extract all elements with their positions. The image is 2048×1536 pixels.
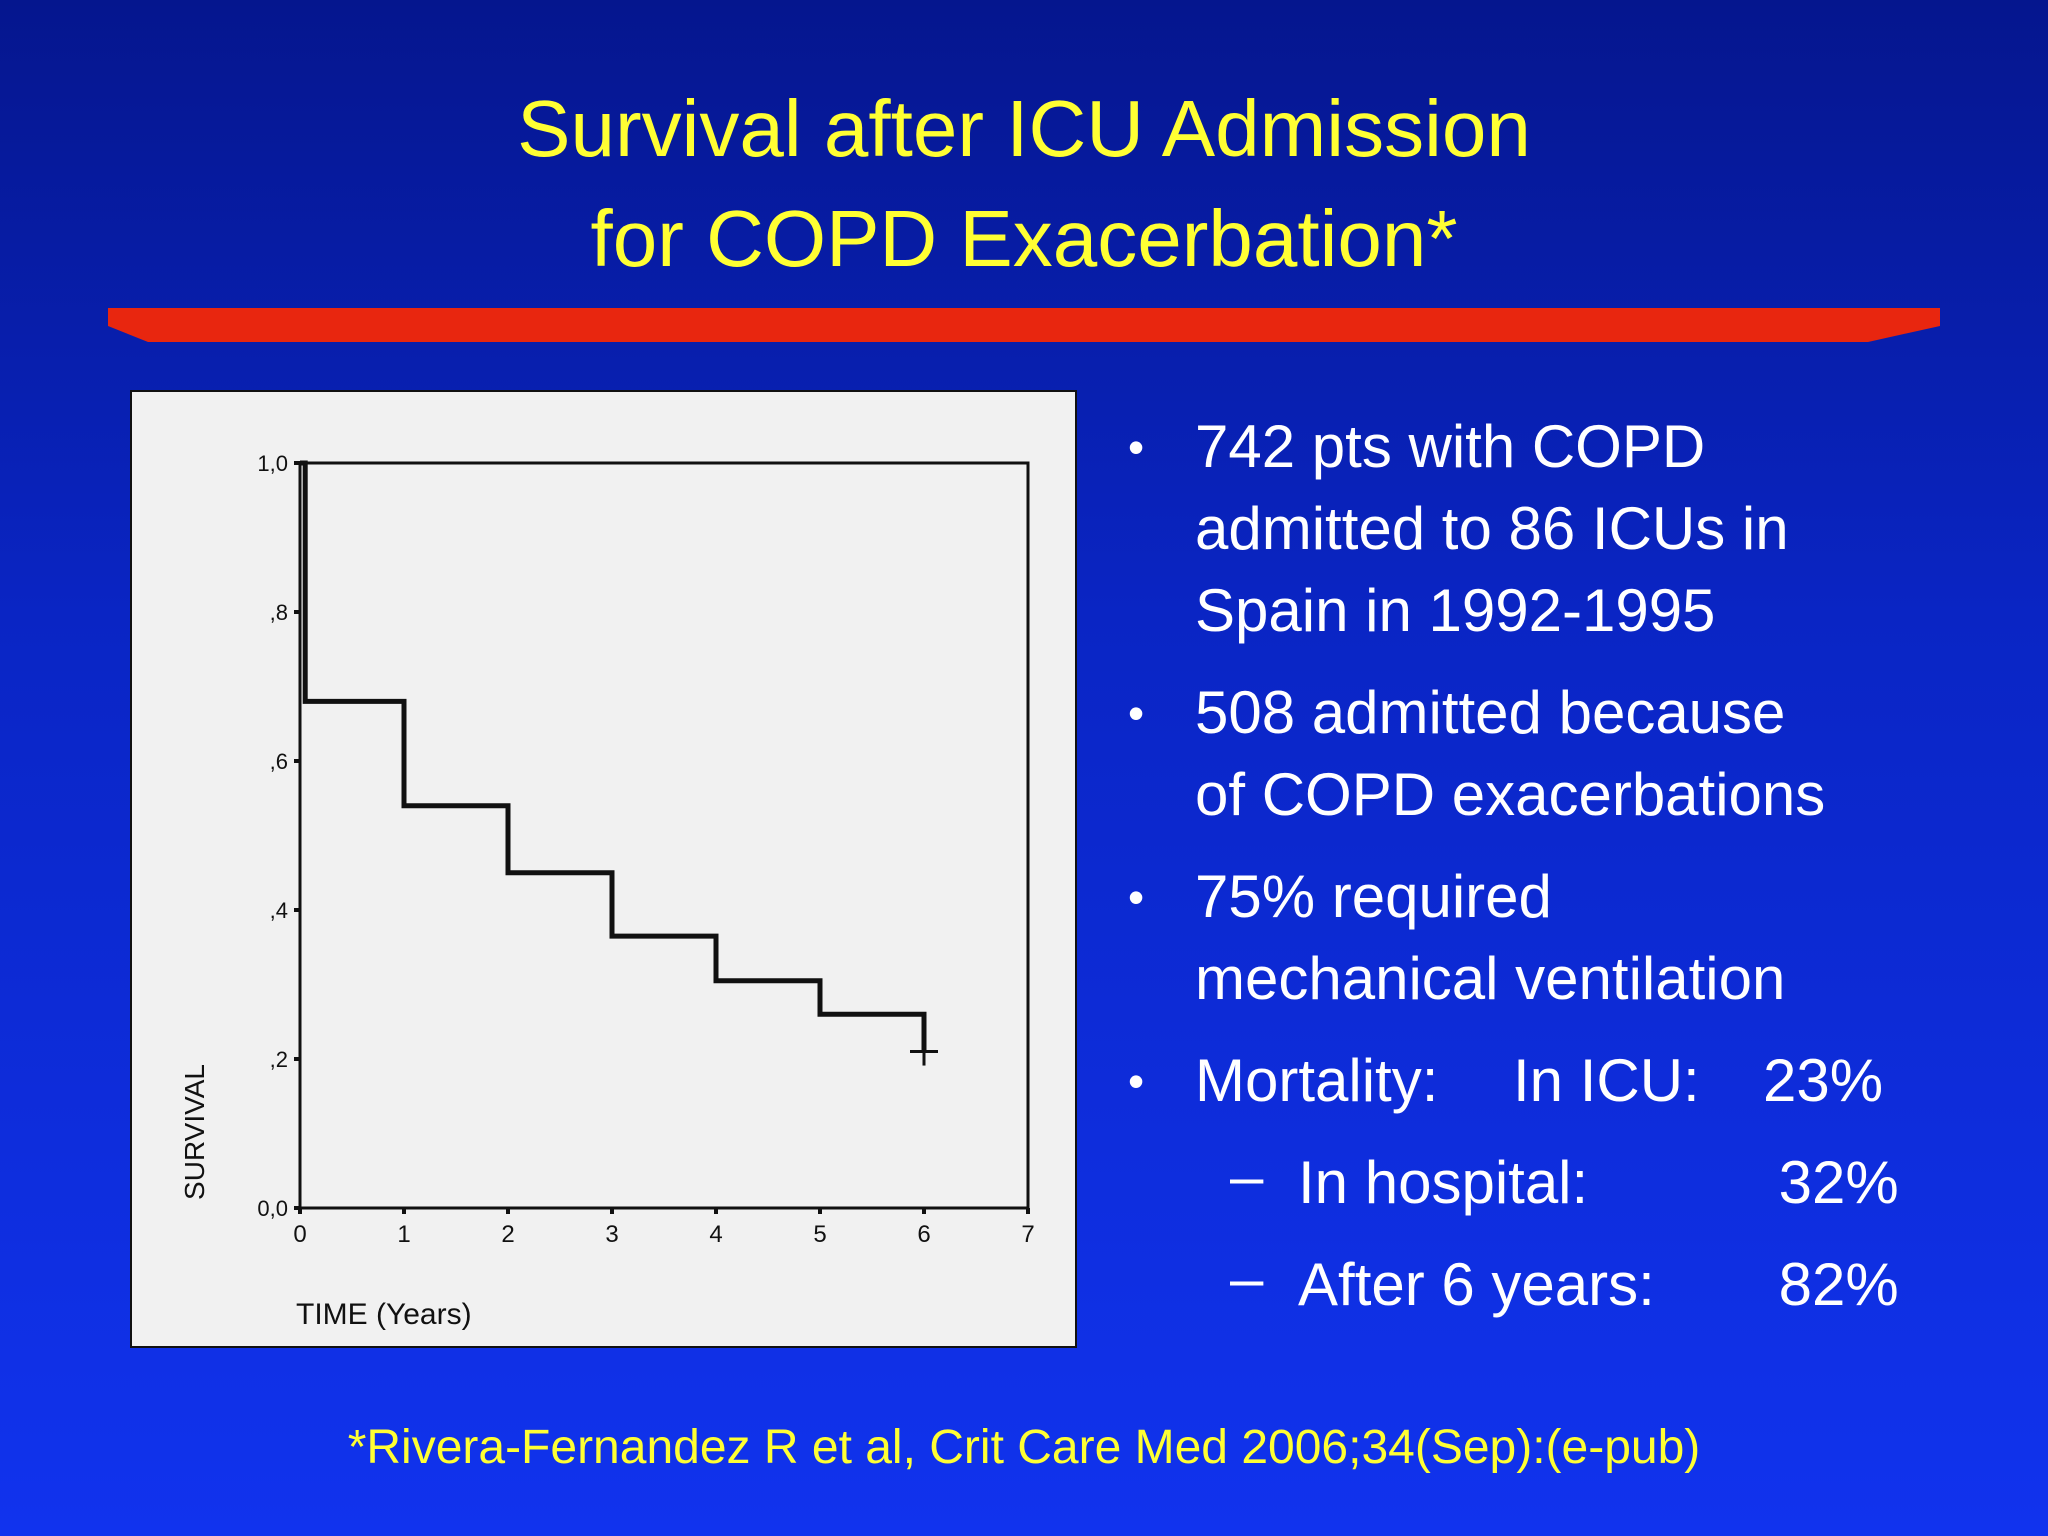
x-tick-label: 7: [1021, 1221, 1034, 1248]
x-tick-label: 5: [813, 1221, 826, 1248]
x-tick-label: 4: [709, 1221, 722, 1248]
title-line-2: for COPD Exacerbation*: [590, 194, 1458, 283]
y-tick-label: ,8: [270, 600, 288, 625]
bullet-line: admitted to 86 ICUs in: [1195, 495, 1789, 562]
x-tick-label: 6: [917, 1221, 930, 1248]
bullet-item-mortality: • Mortality: In ICU: 23% – In hospital: …: [1120, 1040, 2020, 1326]
mortality-icu-label: In ICU:: [1513, 1047, 1700, 1114]
bullet-dot: •: [1128, 1055, 1145, 1107]
slide-title: Survival after ICU Admission for COPD Ex…: [0, 74, 2048, 294]
mortality-hospital-row: – In hospital: 32%: [1120, 1142, 2020, 1224]
x-tick-label: 1: [397, 1221, 410, 1248]
y-tick-label: ,6: [270, 749, 288, 774]
bullet-item: • 742 pts with COPD admitted to 86 ICUs …: [1120, 406, 2020, 652]
mortality-icu-row: Mortality: In ICU: 23%: [1195, 1040, 2020, 1122]
x-tick-label: 3: [605, 1221, 618, 1248]
y-tick-label: ,4: [270, 898, 288, 923]
survival-step-line: [300, 460, 927, 1052]
x-axis-label: TIME (Years): [296, 1298, 472, 1331]
survival-chart-svg: 0 1 2 3 4 5 6 7 0,0 ,2 ,4 ,6 ,8 1,0 SURVIVAL TIME (Year…: [179, 451, 1035, 1331]
bullet-item: • 508 admitted because of COPD exacerbat…: [1120, 672, 2020, 836]
mortality-label: Mortality:: [1195, 1047, 1439, 1114]
title-line-1: Survival after ICU Admission: [517, 84, 1531, 173]
y-tick-label: 1,0: [257, 451, 288, 476]
y-tick-label: 0,0: [257, 1196, 288, 1221]
bullet-line: 75% required: [1195, 863, 1552, 930]
bullet-line: 508 admitted because: [1195, 679, 1786, 746]
plot-frame: [298, 461, 1030, 1210]
dash-marker: –: [1230, 1143, 1264, 1210]
bullet-list: • 742 pts with COPD admitted to 86 ICUs …: [1120, 406, 2020, 1346]
mortality-six-year-label: After 6 years:: [1298, 1251, 1655, 1318]
title-divider: [108, 308, 1940, 342]
dash-marker: –: [1230, 1245, 1264, 1312]
mortality-hospital-value: 32%: [1778, 1149, 1899, 1216]
x-tick-label: 2: [501, 1221, 514, 1248]
bullet-line: mechanical ventilation: [1195, 945, 1786, 1012]
bullet-dot: •: [1128, 421, 1145, 473]
mortality-six-year-row: – After 6 years: 82%: [1120, 1244, 2020, 1326]
bullet-dot: •: [1128, 871, 1145, 923]
bullet-dot: •: [1128, 687, 1145, 739]
x-tick-label: 0: [293, 1221, 306, 1248]
y-tick-label: ,2: [270, 1047, 288, 1072]
bullet-line: 742 pts with COPD: [1195, 413, 1706, 480]
citation: *Rivera-Fernandez R et al, Crit Care Med…: [347, 1421, 1701, 1474]
bullet-item: • 75% required mechanical ventilation: [1120, 856, 2020, 1020]
mortality-hospital-label: In hospital:: [1298, 1149, 1589, 1216]
mortality-six-year-value: 82%: [1778, 1251, 1899, 1318]
y-axis-label: SURVIVAL: [179, 1064, 210, 1200]
bullet-line: Spain in 1992-1995: [1195, 577, 1716, 644]
bullet-line: of COPD exacerbations: [1195, 761, 1826, 828]
mortality-icu-value: 23%: [1763, 1047, 1884, 1114]
survival-chart: 0 1 2 3 4 5 6 7 0,0 ,2 ,4 ,6 ,8 1,0 SURVIVAL TIME (Year…: [130, 390, 1077, 1348]
